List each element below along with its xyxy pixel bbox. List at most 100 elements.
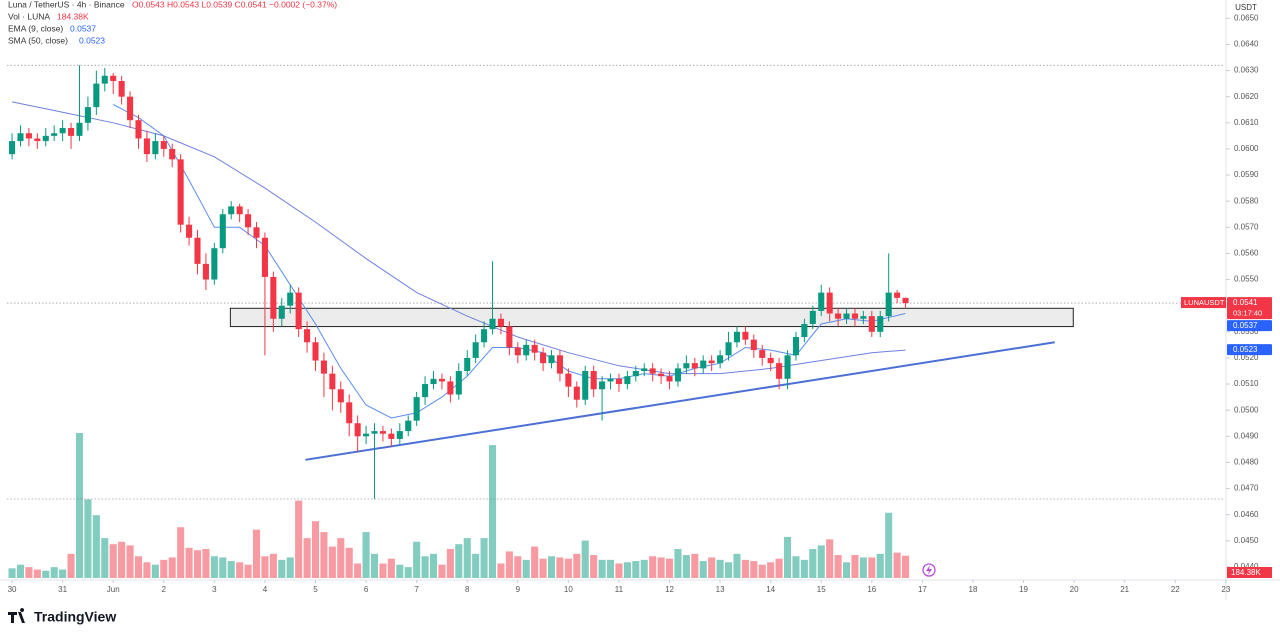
volume-bar	[455, 544, 463, 578]
candle-body	[472, 342, 479, 358]
candle-body	[497, 318, 504, 327]
candle-body	[843, 313, 850, 319]
y-tick-label: 0.0640	[1234, 40, 1259, 49]
volume-bar	[311, 521, 320, 578]
candle-body	[346, 402, 353, 424]
y-tick-label: 0.0570	[1234, 222, 1259, 231]
y-tick-label: 0.0560	[1234, 249, 1259, 258]
volume-bar	[716, 559, 724, 578]
volume-bar	[236, 562, 244, 578]
y-tick-label: 0.0590	[1234, 170, 1259, 179]
volume-bar	[25, 567, 33, 578]
ohlc-summary: O0.0543 H0.0543 L0.0539 C0.0541 −0.0002 …	[132, 0, 337, 9]
candle-body	[666, 376, 673, 382]
candle-body	[624, 376, 631, 385]
y-tick-label: 0.0610	[1234, 118, 1259, 127]
x-tick-label: 15	[817, 585, 826, 594]
candle-body	[438, 378, 445, 382]
volume-bar	[219, 557, 227, 578]
candle-body	[228, 206, 235, 215]
volume-bar	[590, 555, 598, 578]
candle-body	[565, 373, 572, 387]
candle-body	[725, 342, 732, 356]
y-tick-label: 0.0620	[1234, 92, 1259, 101]
volume-bar	[876, 553, 884, 578]
volume-bar	[505, 551, 513, 578]
volume-legend: Vol · LUNA	[8, 11, 50, 21]
volume-bar	[826, 539, 834, 578]
y-tick-label: 0.0510	[1234, 379, 1259, 388]
volume-bar	[16, 564, 25, 578]
volume-bar	[539, 558, 547, 578]
candle-body	[514, 347, 521, 356]
y-tick-label: 0.0650	[1234, 13, 1259, 22]
volume-bar	[901, 555, 910, 578]
y-tick-label: 0.0550	[1234, 275, 1259, 284]
candle-body	[826, 292, 833, 314]
y-tick-label: 0.0580	[1234, 196, 1259, 205]
volume-bar	[269, 553, 277, 578]
candle-body	[851, 313, 858, 319]
candle-body	[523, 344, 530, 356]
candle-body	[599, 381, 606, 390]
volume-bar	[92, 515, 100, 578]
candle-body	[363, 433, 370, 437]
candle-body	[902, 297, 909, 304]
candle-body	[371, 431, 378, 434]
candle-body	[506, 326, 513, 348]
trendline	[305, 341, 1055, 461]
candle-body	[211, 248, 218, 280]
volume-bar	[134, 556, 143, 578]
candle-body	[312, 342, 319, 361]
volume-bar	[379, 563, 387, 578]
volume-bar	[227, 561, 235, 578]
y-tick-label: 0.0630	[1234, 66, 1259, 75]
volume-bar	[733, 553, 741, 578]
volume-bar	[792, 556, 800, 578]
candle-body	[430, 378, 437, 385]
candle-body	[868, 316, 875, 332]
candle-body	[396, 431, 403, 439]
volume-bar	[859, 557, 867, 578]
ema-legend-value: 0.0537	[70, 23, 96, 33]
price-tag-bg	[1227, 344, 1272, 356]
x-tick-label: 8	[465, 585, 470, 594]
volume-bar	[59, 569, 67, 578]
candle-body	[270, 276, 277, 319]
volume-bar	[413, 541, 421, 578]
volume-bar	[370, 553, 379, 578]
x-tick-label: 2	[162, 585, 167, 594]
chart-title: Luna / TetherUS · 4h · Binance	[8, 0, 125, 9]
candle-body	[422, 384, 429, 398]
candle-body	[329, 373, 336, 390]
candle-body	[295, 292, 302, 330]
y-tick-label: 0.0460	[1234, 510, 1259, 519]
volume-bar	[446, 549, 454, 578]
support-zone	[229, 307, 1074, 328]
x-tick-label: 21	[1120, 585, 1129, 594]
brand-name: TradingView	[34, 609, 116, 625]
volume-bar	[640, 559, 648, 578]
volume-tag-label: 184.38K	[1231, 568, 1261, 577]
volume-bar	[193, 550, 202, 578]
candle-body	[59, 128, 66, 134]
candle-body	[548, 355, 555, 364]
volume-bar	[564, 558, 572, 578]
brand-logo	[8, 608, 25, 623]
x-tick-label: 16	[867, 585, 876, 594]
volume-bar	[286, 557, 294, 578]
volume-bar	[783, 536, 792, 578]
price-tag-bg	[1227, 297, 1272, 320]
volume-bar	[868, 557, 876, 578]
candle-body	[84, 107, 91, 123]
candle-body	[160, 141, 167, 149]
candle-body	[540, 352, 547, 364]
volume-bar	[531, 546, 539, 578]
volume-bar	[817, 545, 825, 578]
candle-body	[776, 363, 783, 379]
volume-bar	[42, 570, 50, 578]
sma-legend: SMA (50, close)	[8, 35, 68, 45]
candle-body	[582, 370, 589, 400]
volume-bar	[75, 433, 84, 578]
